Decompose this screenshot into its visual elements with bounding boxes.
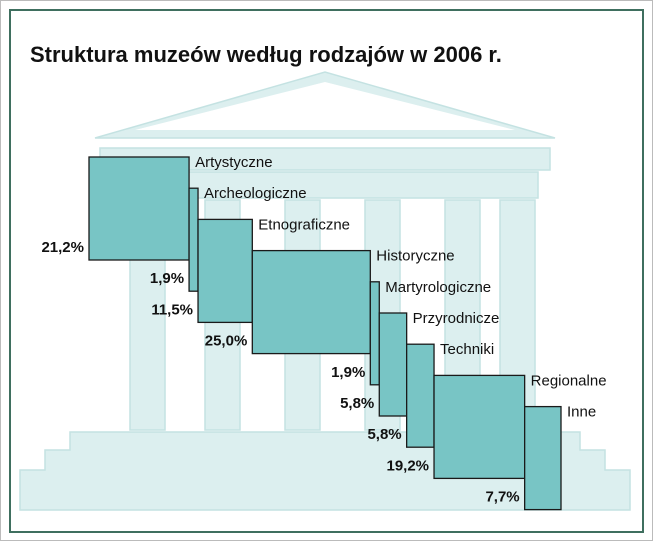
bar (433, 374, 526, 480)
bar (88, 156, 190, 261)
category-label: Etnograficzne (258, 216, 350, 233)
category-label: Inne (567, 404, 596, 421)
category-label: Martyrologiczne (385, 279, 491, 296)
bar (369, 281, 380, 386)
value-label: 19,2% (386, 457, 429, 474)
bar (378, 312, 408, 417)
category-label: Techniki (440, 341, 494, 358)
value-label: 1,9% (331, 364, 365, 381)
value-label: 1,9% (150, 270, 184, 287)
category-label: Artystyczne (195, 154, 273, 171)
value-label: 11,5% (151, 301, 193, 318)
bar (188, 187, 199, 292)
value-label: 25,0% (205, 333, 248, 350)
category-label: Regionalne (531, 372, 607, 389)
chart-title: Struktura muzeów według rodzajów w 2006 … (30, 42, 502, 67)
value-label: 5,8% (367, 426, 401, 443)
value-label: 5,8% (340, 395, 374, 412)
category-label: Historyczne (376, 248, 454, 265)
category-label: Archeologiczne (204, 185, 307, 202)
frame (9, 9, 644, 533)
bar (251, 249, 371, 355)
value-label: 21,2% (41, 239, 84, 256)
bar (406, 343, 435, 448)
category-label: Przyrodnicze (413, 310, 500, 327)
bar (197, 218, 253, 324)
bar (524, 405, 562, 511)
value-label: 7,7% (485, 489, 519, 506)
